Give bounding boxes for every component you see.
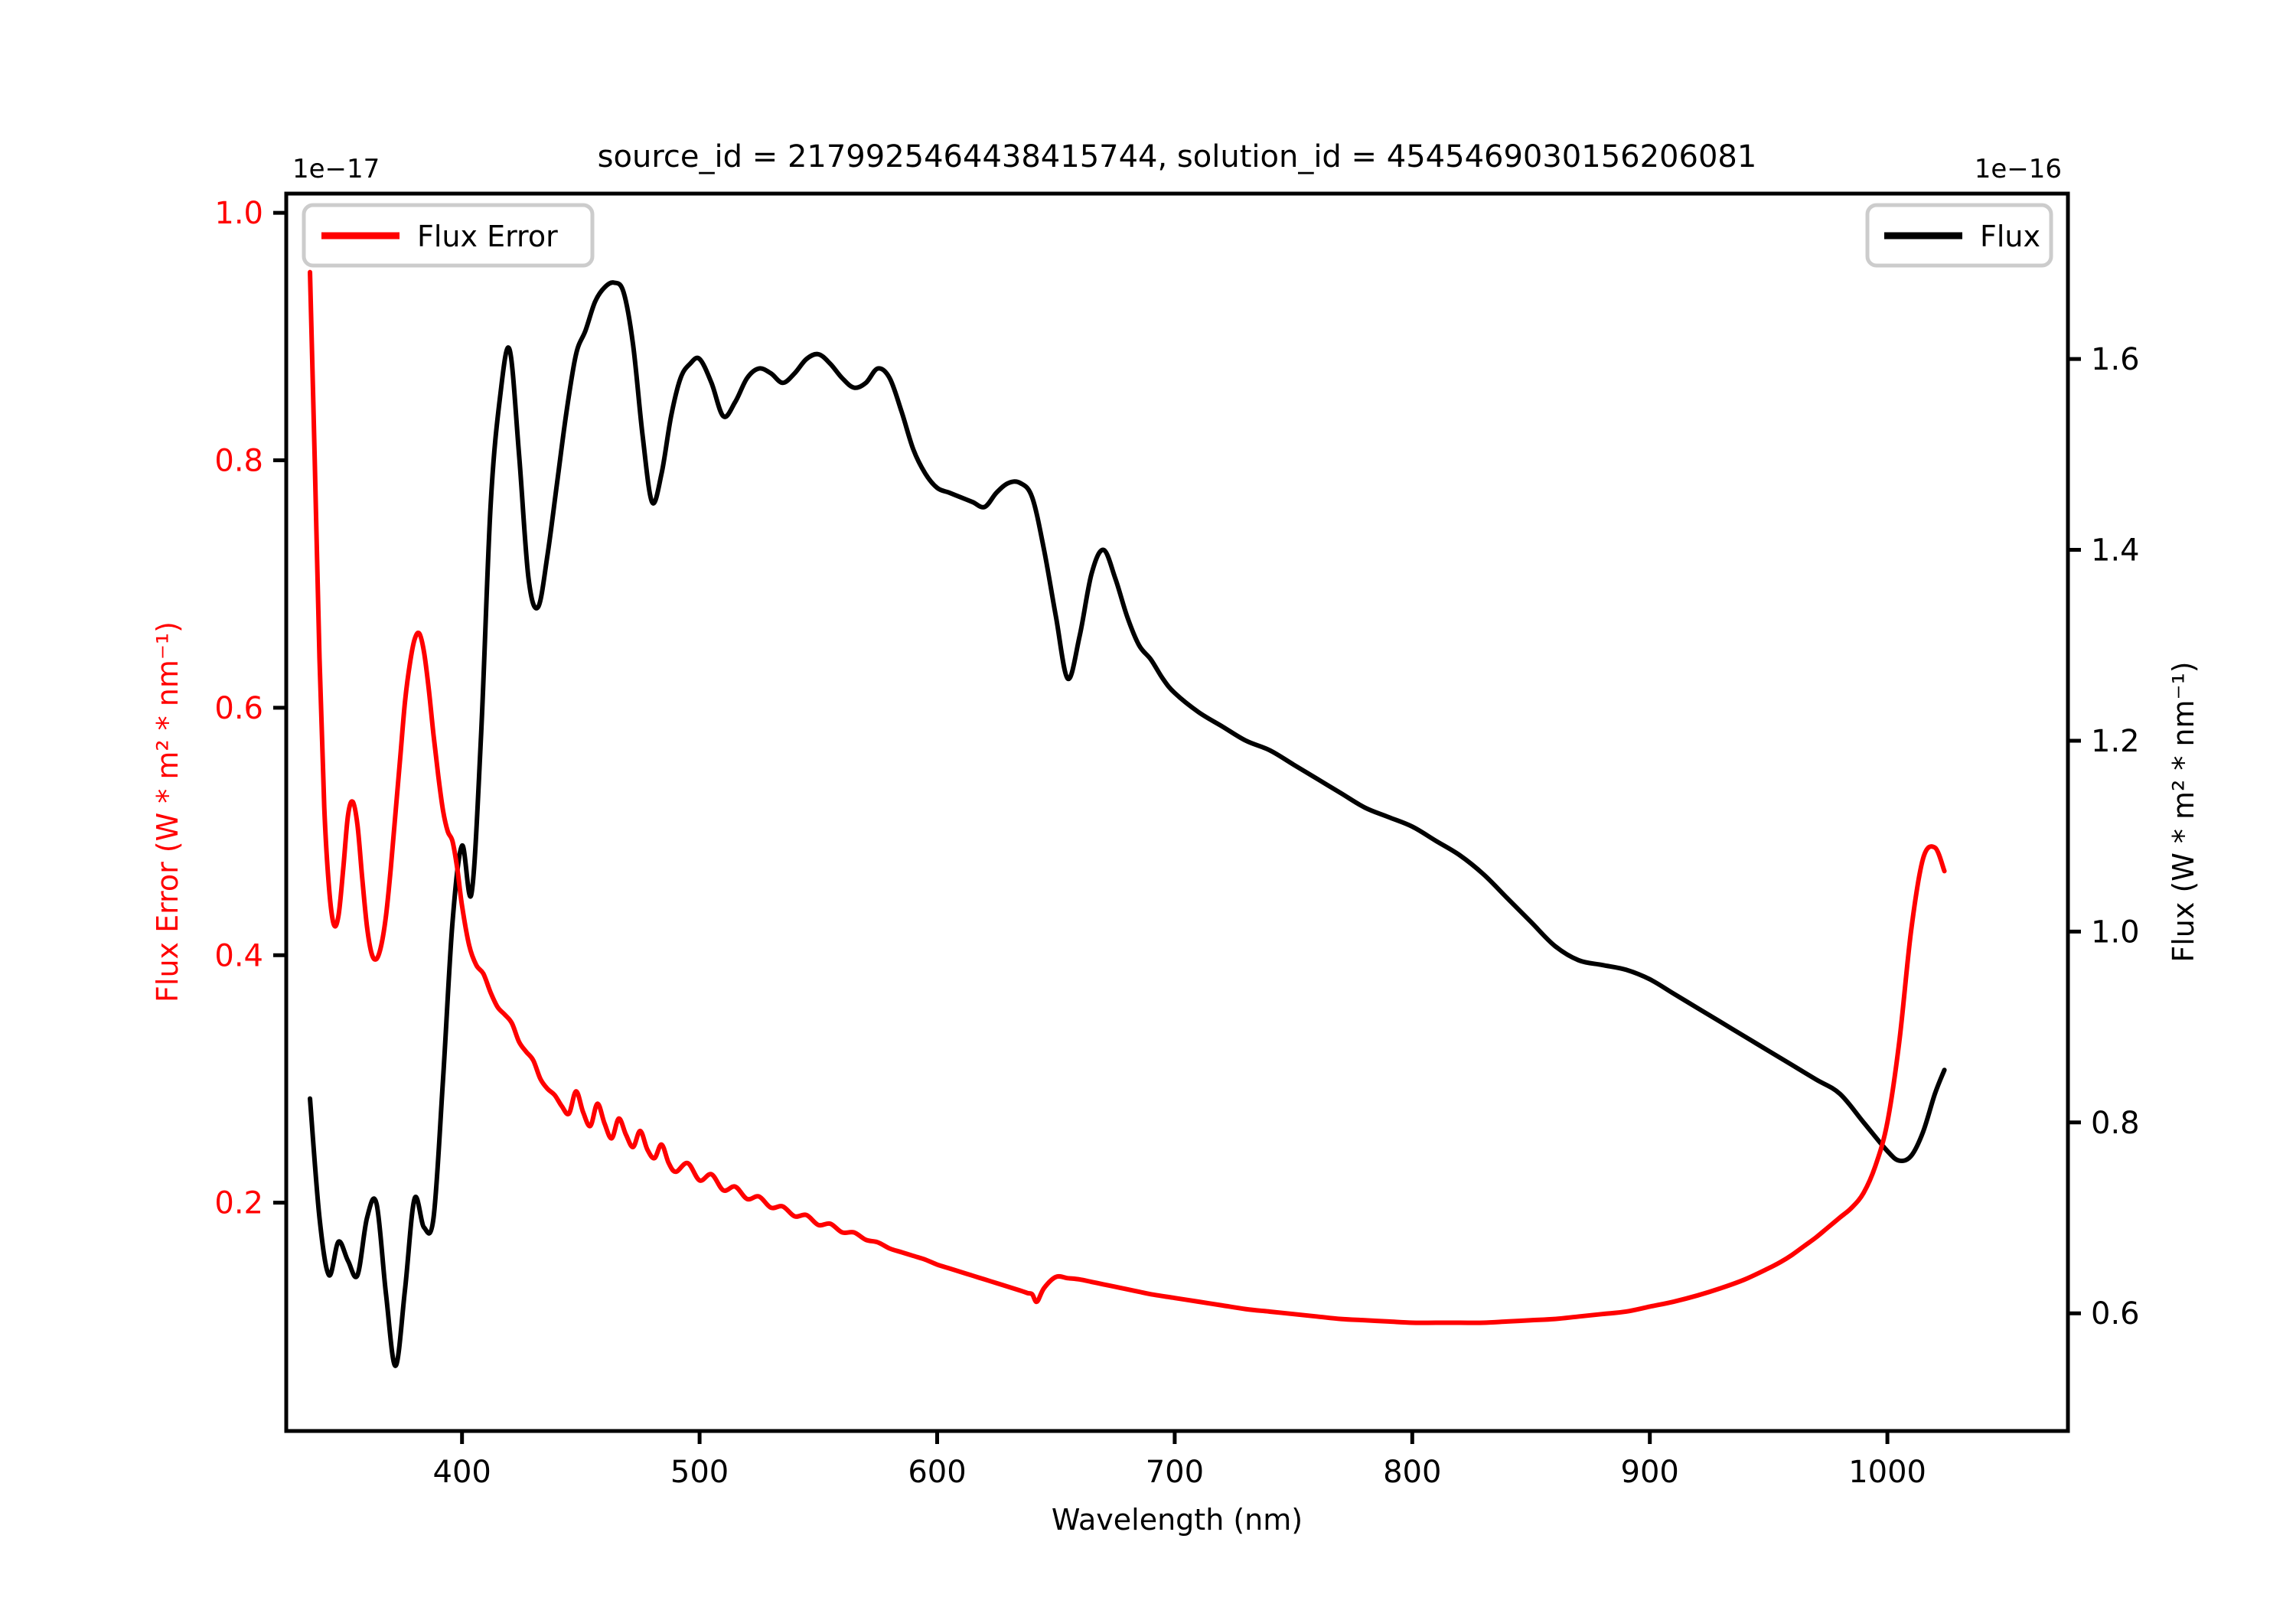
- y-left-tick-label: 0.6: [214, 691, 263, 726]
- y-right-tick-label: 0.8: [2091, 1106, 2140, 1141]
- y-right-axis-ticks: 1.6 1.4 1.2 1.0 0.8 0.6: [2068, 342, 2140, 1332]
- y-right-tick-label: 1.6: [2091, 342, 2140, 377]
- flux-error-series-line: [308, 269, 1947, 1325]
- y-left-tick-label: 0.8: [214, 443, 263, 478]
- y-right-tick-label: 1.4: [2091, 533, 2140, 569]
- y-left-tick-label: 1.0: [214, 196, 263, 231]
- x-tick-label: 1000: [1848, 1455, 1926, 1490]
- y-right-tick-label: 0.6: [2091, 1296, 2140, 1332]
- x-tick-label: 600: [908, 1455, 966, 1490]
- y-right-axis-label: Flux (W * m² * nm⁻¹): [2167, 661, 2200, 962]
- y-right-tick-label: 1.0: [2091, 914, 2140, 950]
- plot-title: source_id = 2179925464438415744, solutio…: [598, 139, 1757, 174]
- x-axis-label: Wavelength (nm): [1052, 1503, 1303, 1537]
- x-tick-label: 700: [1146, 1455, 1204, 1490]
- left-axis-offset-text: 1e−17: [292, 154, 380, 184]
- x-axis-ticks: 400 500 600 700 800 900 1000: [433, 1431, 1926, 1490]
- x-tick-label: 900: [1621, 1455, 1679, 1490]
- y-left-tick-label: 0.2: [214, 1186, 263, 1221]
- y-left-axis-ticks: 1.0 0.8 0.6 0.4 0.2: [214, 196, 286, 1221]
- y-right-tick-label: 1.2: [2091, 724, 2140, 759]
- legend-flux-error-label: Flux Error: [417, 220, 558, 253]
- x-tick-label: 500: [670, 1455, 729, 1490]
- legend-flux-error-box: [302, 203, 595, 268]
- legend-flux-error[interactable]: Flux Error: [302, 203, 595, 268]
- legend-flux-label: Flux: [1980, 220, 2040, 253]
- right-axis-offset-text: 1e−16: [1975, 154, 2062, 184]
- y-left-axis-label: Flux Error (W * m² * nm⁻¹): [151, 621, 184, 1002]
- plot-frame: [284, 191, 2070, 1433]
- legend-flux[interactable]: Flux: [1865, 203, 2053, 268]
- x-tick-label: 800: [1383, 1455, 1441, 1490]
- flux-series-line: [308, 280, 1947, 1368]
- x-tick-label: 400: [433, 1455, 491, 1490]
- y-left-tick-label: 0.4: [214, 938, 263, 973]
